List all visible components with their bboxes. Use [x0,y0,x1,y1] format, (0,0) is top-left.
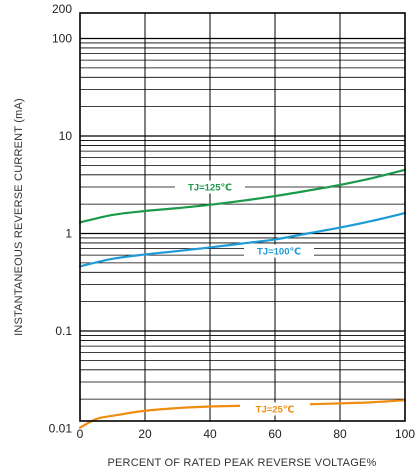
y-tick-label: 200 [52,2,72,16]
series-labels: TJ=125℃ TJ=100℃ TJ=25℃ [175,180,314,416]
series-label-box [175,180,245,194]
series-label: TJ=125℃ [188,183,232,194]
x-tick-label: 100 [395,427,415,441]
series-label-box [244,244,314,258]
y-tick-label: 0.01 [49,422,73,436]
x-axis-title: PERCENT OF RATED PEAK REVERSE VOLTAGE% [107,457,376,469]
series-label: TJ=25℃ [256,405,295,416]
series-line-0 [78,168,407,224]
y-axis-title: INSTANTANEOUS REVERSE CURRENT (mA) [13,98,25,336]
y-tick-label: 1 [65,227,72,241]
x-tick-label: 40 [203,427,217,441]
x-tick-label: 80 [333,427,347,441]
series-lines [78,168,407,429]
tick-labels: 0 20 40 60 80 100 0.01 0.1 1 10 100 200 [49,2,416,441]
y-tick-label: 10 [59,129,73,143]
series-label: TJ=100℃ [257,247,301,258]
x-tick-label: 20 [138,427,152,441]
x-tick-label: 0 [77,427,84,441]
plot-frame [79,12,406,422]
series-line-1 [78,211,407,268]
grid [80,13,405,421]
x-tick-label: 60 [268,427,282,441]
y-tick-label: 100 [52,32,72,46]
series-line-2 [78,399,407,429]
y-tick-label: 0.1 [55,324,72,338]
series-label-box [240,402,310,416]
